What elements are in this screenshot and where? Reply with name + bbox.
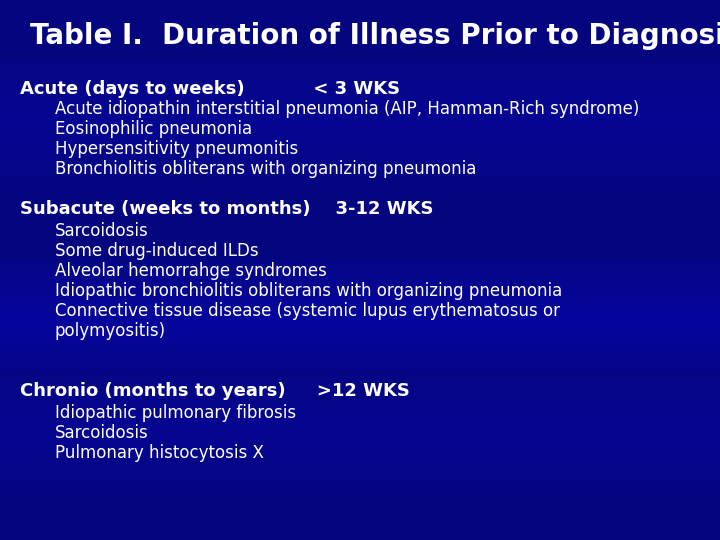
Text: Bronchiolitis obliterans with organizing pneumonia: Bronchiolitis obliterans with organizing… [55,160,477,178]
Text: Idiopathic bronchiolitis obliterans with organizing pneumonia: Idiopathic bronchiolitis obliterans with… [55,282,562,300]
Text: Idiopathic pulmonary fibrosis: Idiopathic pulmonary fibrosis [55,404,296,422]
Text: Sarcoidosis: Sarcoidosis [55,222,149,240]
Text: Pulmonary histocytosis X: Pulmonary histocytosis X [55,444,264,462]
Text: Acute (days to weeks)           < 3 WKS: Acute (days to weeks) < 3 WKS [20,80,400,98]
Text: Acute idiopathin interstitial pneumonia (AIP, Hamman-Rich syndrome): Acute idiopathin interstitial pneumonia … [55,100,639,118]
Text: Chronio (months to years)     >12 WKS: Chronio (months to years) >12 WKS [20,382,410,400]
Text: Alveolar hemorrahge syndromes: Alveolar hemorrahge syndromes [55,262,327,280]
Text: Subacute (weeks to months)    3-12 WKS: Subacute (weeks to months) 3-12 WKS [20,200,433,218]
Text: Sarcoidosis: Sarcoidosis [55,424,149,442]
Text: polymyositis): polymyositis) [55,322,166,340]
Text: Eosinophilic pneumonia: Eosinophilic pneumonia [55,120,252,138]
Text: Hypersensitivity pneumonitis: Hypersensitivity pneumonitis [55,140,298,158]
Text: Connective tissue disease (systemic lupus erythematosus or: Connective tissue disease (systemic lupu… [55,302,560,320]
Text: Some drug-induced ILDs: Some drug-induced ILDs [55,242,258,260]
Text: Table I.  Duration of Illness Prior to Diagnosis: Table I. Duration of Illness Prior to Di… [30,22,720,50]
